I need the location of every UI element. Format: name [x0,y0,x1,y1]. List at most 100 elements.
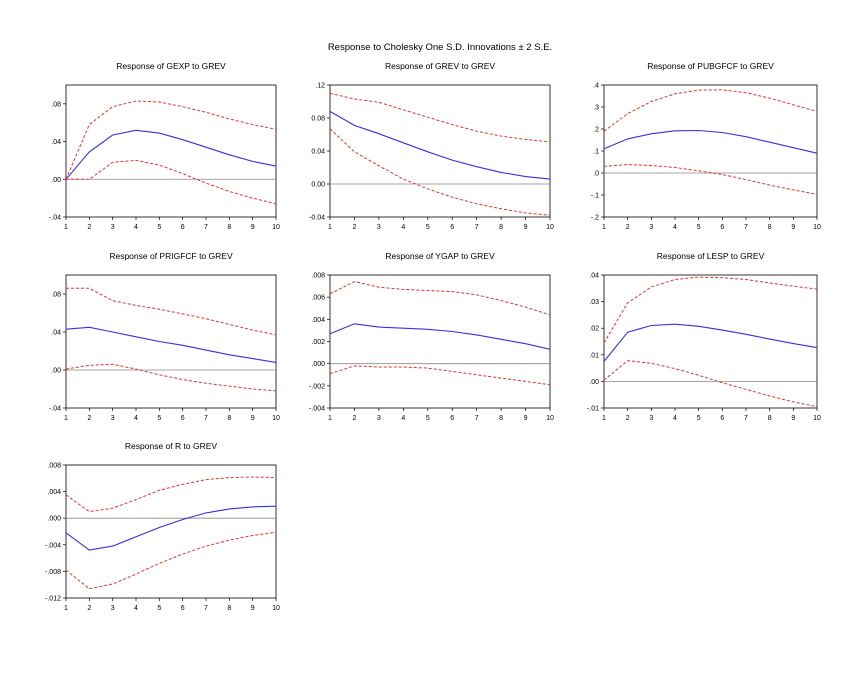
y-tick-label: .0 [593,171,599,178]
x-tick-label: 9 [251,605,255,612]
panel-title: Response of LESP to GREV [657,251,765,261]
y-tick-label: .008 [47,463,61,470]
x-tick-label: 8 [499,415,503,422]
y-tick-label: .000 [311,361,325,368]
response-line [65,505,277,551]
y-tick-label: .2 [593,127,599,134]
x-tick-label: 7 [204,415,208,422]
plot-frame [65,274,277,409]
x-tick-label: 8 [227,224,231,231]
x-tick-label: 6 [181,224,185,231]
y-tick-label: 0.04 [311,149,325,156]
panel-title: Response of PRIGFCF to GREV [109,251,233,261]
y-tick-label: .4 [593,83,599,90]
y-tick-label: .000 [47,516,61,523]
y-tick-label: .002 [311,339,325,346]
x-tick-label: 7 [204,224,208,231]
upper-band-line [329,92,551,143]
x-tick-label: 3 [377,415,381,422]
y-tick-label: .004 [47,489,61,496]
x-tick-label: 7 [475,224,479,231]
y-tick-label: .03 [589,299,599,306]
y-tick-label: -.2 [591,215,599,222]
x-tick-label: 1 [64,415,68,422]
upper-band-line [603,276,818,344]
response-line [603,129,818,154]
y-tick-label: .006 [311,295,325,302]
x-tick-label: 5 [426,415,430,422]
y-tick-label: .004 [311,317,325,324]
x-tick-label: 2 [626,224,630,231]
x-tick-label: 10 [546,415,554,422]
y-tick-label: .00 [589,379,599,386]
y-tick-label: -.004 [309,406,325,413]
plot-frame [65,84,277,218]
x-tick-label: 1 [328,224,332,231]
x-tick-label: 1 [64,224,68,231]
x-tick-label: 2 [352,224,356,231]
x-tick-label: 9 [791,415,795,422]
x-tick-label: 4 [673,415,677,422]
irf-panel: Response of PRIGFCF to GREV -.04 .00 .04 .08… [49,251,280,422]
y-tick-label: -.01 [587,406,599,413]
y-tick-label: .008 [311,273,325,280]
upper-band-line [65,100,277,180]
response-line [65,129,277,180]
plot-frame [603,84,818,218]
y-tick-label: .04 [51,139,61,146]
irf-panel: Response of GREV to GREV -0.04 0.00 0.04 0.0… [309,61,554,231]
x-tick-label: 9 [524,415,528,422]
x-tick-label: 5 [426,224,430,231]
y-tick-label: -.002 [309,383,325,390]
x-tick-label: 2 [87,224,91,231]
x-tick-label: 2 [87,415,91,422]
response-line [65,326,277,363]
response-line [603,323,818,362]
lower-band-line [329,365,551,386]
response-line [329,323,551,350]
y-tick-label: .08 [51,101,61,108]
x-tick-label: 8 [768,224,772,231]
lower-band-line [66,159,277,205]
lower-band-line [329,128,551,216]
x-tick-label: 10 [546,224,554,231]
plot-frame [603,274,818,409]
y-tick-label: .00 [51,177,61,184]
lower-band-line [603,360,818,408]
y-tick-label: .01 [589,352,599,359]
x-tick-label: 8 [227,605,231,612]
upper-band-line [66,287,277,336]
x-tick-label: 4 [401,224,405,231]
upper-band-line [603,89,818,132]
y-tick-label: .12 [315,83,325,90]
x-tick-label: 5 [157,224,161,231]
x-tick-label: 1 [328,415,332,422]
y-tick-label: -.012 [45,596,61,603]
x-tick-label: 5 [157,605,161,612]
figure-title: Response to Cholesky One S.D. Innovation… [328,42,552,53]
lower-band-line [65,363,277,392]
lower-band-line [603,164,818,195]
lower-band-line [65,531,277,590]
irf-panel: Response of R to GREV -.012 -.008 -.004 .000… [45,441,280,612]
panel-title: Response of YGAP to GREV [385,251,495,261]
x-tick-label: 10 [272,415,280,422]
irf-panel: Response of LESP to GREV -.01 .00 .01 .02 .03… [587,251,821,422]
x-tick-label: 1 [602,224,606,231]
x-tick-label: 2 [87,605,91,612]
x-tick-label: 4 [134,605,138,612]
y-tick-label: -.008 [45,569,61,576]
y-tick-label: -.004 [45,542,61,549]
x-tick-label: 6 [450,224,454,231]
x-tick-label: 6 [720,415,724,422]
x-tick-label: 4 [134,415,138,422]
x-tick-label: 8 [227,415,231,422]
x-tick-label: 10 [813,415,821,422]
y-tick-label: .00 [51,368,61,375]
x-tick-label: 3 [649,415,653,422]
x-tick-label: 6 [450,415,454,422]
x-tick-label: 9 [791,224,795,231]
y-tick-label: .3 [593,105,599,112]
x-tick-label: 3 [111,224,115,231]
x-tick-label: 10 [272,605,280,612]
